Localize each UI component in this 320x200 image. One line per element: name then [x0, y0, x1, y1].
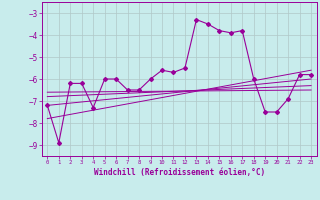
X-axis label: Windchill (Refroidissement éolien,°C): Windchill (Refroidissement éolien,°C) [94, 168, 265, 177]
